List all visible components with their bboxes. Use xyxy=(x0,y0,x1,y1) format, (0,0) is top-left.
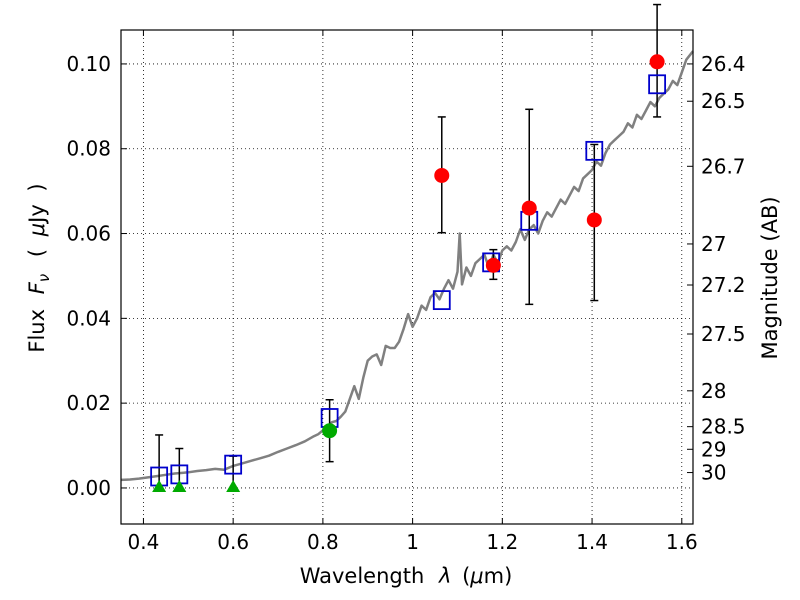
magnitude-tick-label: 29 xyxy=(701,437,726,461)
ticks-layer: 0.4 0.6 0.8 1 1.2 1.4 1.6 0.00 0.02 0.04 0.06 0.08 0… xyxy=(66,30,746,554)
upper-limit-triangle xyxy=(172,479,187,492)
upper-limit-triangle xyxy=(152,479,167,492)
magnitude-tick-label: 27.2 xyxy=(701,273,746,297)
model-photometry-square xyxy=(432,290,451,311)
x-tick-label: 0.8 xyxy=(307,530,339,554)
y-tick-label: 0.10 xyxy=(66,52,111,76)
x-tick-label: 1.4 xyxy=(576,530,608,554)
y-tick-label: 0.02 xyxy=(66,391,111,415)
magnitude-tick-label: 28 xyxy=(701,379,726,403)
y-axis-label: Flux Fν ( μJy ) xyxy=(25,183,54,352)
x-tick-label: 1.6 xyxy=(666,530,698,554)
model-curve-layer xyxy=(120,50,694,482)
x-tick-label: 1 xyxy=(406,530,419,554)
y-tick-label: 0.04 xyxy=(66,306,111,330)
magnitude-tick-label: 30 xyxy=(701,461,726,485)
model-photometry-square xyxy=(224,454,243,475)
magnitude-tick-label: 26.5 xyxy=(701,89,746,113)
y-tick-label: 0.08 xyxy=(66,137,111,161)
detection-point xyxy=(586,212,602,228)
magnitude-tick-label: 26.7 xyxy=(701,154,746,178)
magnitude-axis-label: Magnitude (AB) xyxy=(758,196,782,359)
x-tick-label: 1.2 xyxy=(486,530,518,554)
model-photometry-square xyxy=(648,74,667,95)
x-axis-label: Wavelength λ (μm) xyxy=(300,564,513,588)
y-tick-label: 0.00 xyxy=(66,476,111,500)
detection-point xyxy=(521,200,537,216)
marginal-detection-point xyxy=(322,423,338,439)
error-bars-layer xyxy=(155,3,662,489)
detection-point xyxy=(649,54,665,70)
y-tick-label: 0.06 xyxy=(66,222,111,246)
markers-layer xyxy=(150,54,667,492)
detection-point xyxy=(434,167,450,183)
detection-point xyxy=(485,257,501,273)
model-photometry-square xyxy=(585,140,604,161)
magnitude-tick-label: 27.5 xyxy=(701,322,746,346)
magnitude-tick-label: 26.4 xyxy=(701,52,746,76)
grid xyxy=(121,30,693,524)
magnitude-tick-label: 28.5 xyxy=(701,415,746,439)
plot-frame xyxy=(120,29,694,525)
model-sed-curve xyxy=(120,50,694,482)
x-tick-label: 0.4 xyxy=(128,530,160,554)
x-tick-label: 0.6 xyxy=(217,530,249,554)
magnitude-tick-label: 27 xyxy=(701,232,726,256)
upper-limit-triangle xyxy=(226,479,241,492)
